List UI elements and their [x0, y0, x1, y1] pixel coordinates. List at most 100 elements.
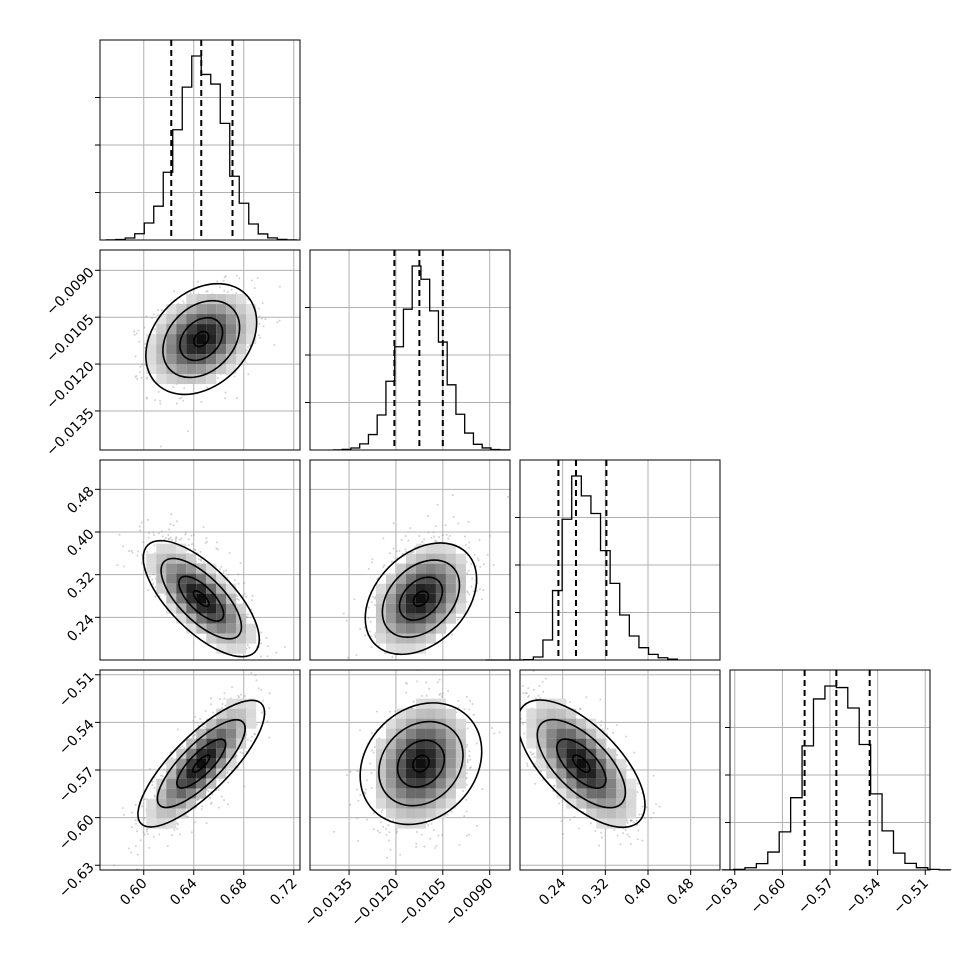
sample-point — [268, 707, 271, 710]
sample-point — [191, 543, 194, 546]
sample-point — [409, 527, 412, 530]
density-cell — [226, 758, 237, 769]
sample-point — [159, 402, 162, 405]
sample-point — [151, 317, 154, 320]
sample-point — [364, 791, 367, 794]
density-cell — [186, 304, 197, 315]
density-cell — [156, 818, 167, 829]
density-cell — [435, 748, 446, 759]
sample-point — [472, 590, 475, 593]
sample-point — [470, 563, 473, 566]
sample-point — [184, 531, 187, 534]
density-cell — [206, 294, 217, 305]
sample-point — [438, 693, 441, 696]
sample-point — [283, 645, 286, 648]
sample-point — [169, 523, 172, 526]
density-cell — [236, 344, 247, 355]
sample-point — [451, 494, 454, 497]
density-cell — [206, 324, 217, 335]
density-cell — [395, 718, 406, 729]
sample-point — [467, 520, 470, 523]
density-cell — [216, 613, 227, 624]
density-cell — [236, 708, 247, 719]
sample-point — [462, 790, 465, 793]
density-cell — [415, 593, 426, 604]
sample-point — [466, 591, 469, 594]
sample-point — [220, 795, 223, 798]
density-cell — [156, 573, 167, 584]
density-cell — [166, 808, 177, 819]
sample-point — [149, 768, 152, 771]
sample-point — [369, 630, 372, 633]
density-cell — [246, 623, 257, 634]
sample-point — [130, 549, 133, 552]
contour-3 — [192, 330, 210, 348]
sample-point — [406, 682, 409, 685]
density-cell — [395, 573, 406, 584]
sample-point — [373, 746, 376, 749]
sample-point — [395, 550, 398, 553]
sample-point — [421, 540, 424, 543]
sample-point — [138, 525, 141, 528]
density-cell — [186, 364, 197, 375]
density-cell — [236, 613, 247, 624]
sample-point — [439, 692, 442, 695]
sample-point — [416, 831, 419, 834]
density-cell — [385, 768, 396, 779]
sample-point — [198, 558, 201, 561]
sample-point — [182, 300, 185, 303]
sample-point — [262, 325, 265, 328]
sample-point — [441, 534, 444, 537]
sample-point — [167, 538, 170, 541]
sample-point — [444, 524, 447, 527]
density-cell — [186, 334, 197, 345]
density-cell — [385, 778, 396, 789]
sample-point — [507, 495, 510, 498]
sample-point — [266, 720, 269, 723]
density-cell — [375, 748, 386, 759]
sample-point — [250, 608, 253, 611]
density-cell — [166, 758, 177, 769]
sample-point — [170, 756, 173, 759]
sample-point — [170, 834, 173, 837]
sample-point — [482, 588, 485, 591]
sample-point — [478, 588, 481, 591]
density-cell — [216, 623, 227, 634]
histogram-frame-0 — [99, 39, 301, 241]
sample-point — [385, 828, 388, 831]
density-cell — [246, 324, 257, 335]
contour-2 — [178, 575, 225, 622]
sample-point — [134, 804, 137, 807]
density-cell — [216, 768, 227, 779]
density-cell — [246, 314, 257, 325]
density-cell — [405, 553, 416, 564]
density-cell — [156, 334, 167, 345]
sample-point — [268, 692, 271, 695]
sample-point — [427, 824, 430, 827]
density-cell — [206, 304, 217, 315]
sample-point — [359, 794, 362, 797]
density-cell — [395, 643, 406, 654]
sample-point — [209, 796, 212, 799]
sample-point — [458, 843, 461, 846]
density-cell — [435, 798, 446, 809]
sample-point — [333, 830, 336, 833]
density-cell — [405, 748, 416, 759]
sample-point — [235, 292, 238, 295]
density-cell — [395, 758, 406, 769]
density-cell — [405, 728, 416, 739]
contour-1 — [156, 719, 246, 809]
sample-point — [407, 539, 410, 542]
sample-point — [379, 821, 382, 824]
density-cell — [385, 788, 396, 799]
density-cell — [206, 778, 217, 789]
sample-point — [371, 732, 374, 735]
density-cell — [176, 304, 187, 315]
sample-point — [238, 696, 241, 699]
sample-point — [227, 781, 230, 784]
sample-point — [243, 581, 246, 584]
sample-point — [193, 548, 196, 551]
density-cell — [176, 768, 187, 779]
density-cell — [196, 778, 207, 789]
density-cell — [216, 708, 227, 719]
